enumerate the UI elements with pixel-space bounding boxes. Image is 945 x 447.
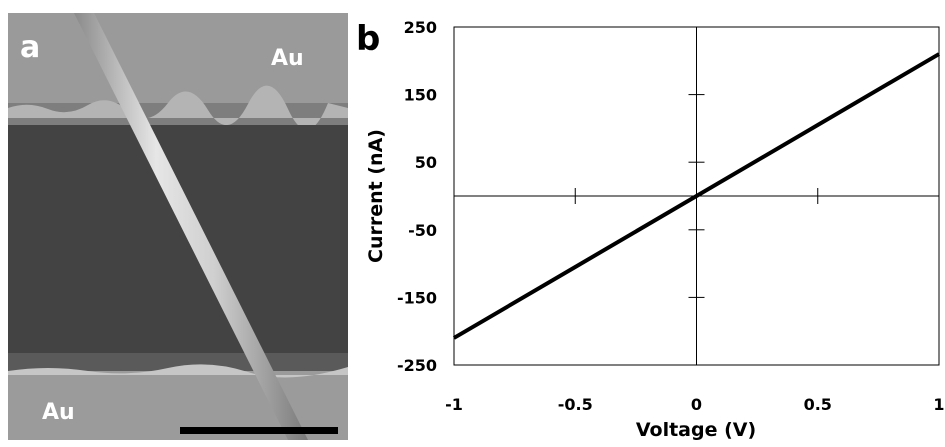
scale-bar <box>180 427 338 434</box>
bottom-electrode-label: Au <box>42 400 75 425</box>
x-tick-label: -1 <box>445 395 463 414</box>
sem-image: a Au Au <box>8 13 348 440</box>
x-axis-label: Voltage (V) <box>636 419 756 441</box>
x-tick-label: 1 <box>933 395 944 414</box>
bottom-edge-texture <box>8 364 348 378</box>
x-tick-label: 0.5 <box>804 395 832 414</box>
nanowire <box>74 13 308 440</box>
y-tick-label: -50 <box>408 221 437 240</box>
iv-curve <box>452 52 941 340</box>
y-axis-label: Current (nA) <box>365 129 387 263</box>
x-tick-label: 0 <box>691 395 702 414</box>
series-layer <box>452 52 941 340</box>
y-tick-label: 150 <box>404 86 437 105</box>
panel-b-letter: b <box>356 19 380 59</box>
sem-image-panel: a Au Au <box>8 13 348 440</box>
iv-chart-panel: b -1 -0.5 0 0.5 1 250 150 50 -50 -150 -250 Voltage… <box>352 0 945 442</box>
substrate-gap <box>8 125 348 365</box>
y-tick-label: 50 <box>415 153 437 172</box>
y-tick-label: 250 <box>404 18 437 37</box>
iv-chart: b -1 -0.5 0 0.5 1 250 150 50 -50 -150 -250 Voltage… <box>356 18 945 441</box>
panel-a-letter: a <box>20 30 40 65</box>
y-tick-label: -150 <box>397 288 437 307</box>
x-tick-label: -0.5 <box>558 395 593 414</box>
y-tick-label: -250 <box>397 356 437 375</box>
top-electrode-label: Au <box>271 46 304 71</box>
ticks-layer: -1 -0.5 0 0.5 1 250 150 50 -50 -150 -250 <box>397 18 945 414</box>
top-edge-texture <box>8 85 348 130</box>
